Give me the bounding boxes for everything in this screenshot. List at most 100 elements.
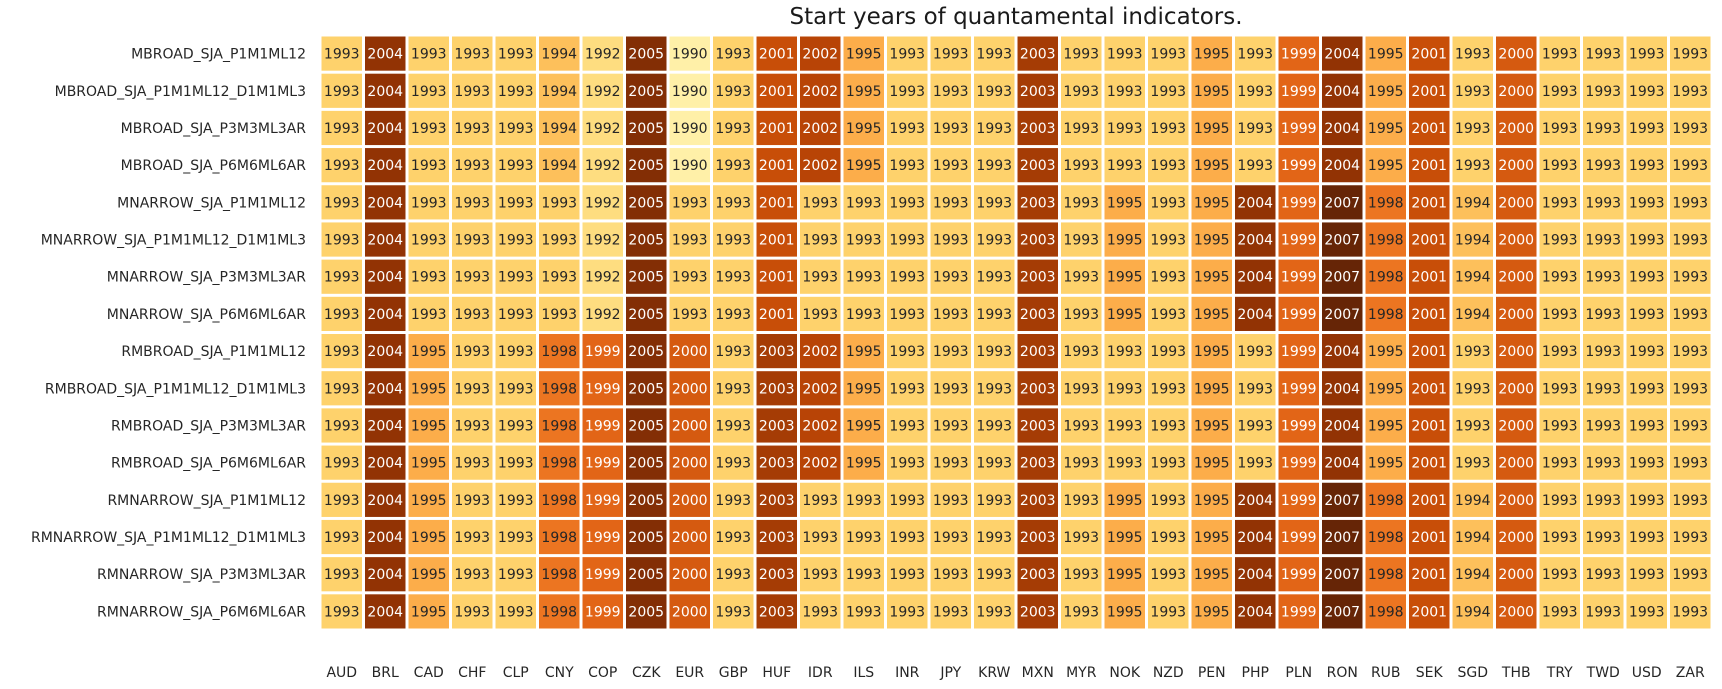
heatmap-cell [626,334,667,369]
heatmap-cell [1365,594,1406,629]
cell-value-label: 1995 [1368,381,1404,397]
heatmap-cell [1626,334,1667,369]
cell-value-label: 1993 [715,381,751,397]
cell-value-label: 1993 [1585,604,1621,620]
heatmap-cell [365,557,406,592]
cell-value-label: 2001 [1411,195,1447,211]
cell-value-label: 2003 [759,530,795,546]
heatmap-cell [1496,519,1537,555]
heatmap-cell [1104,259,1145,294]
heatmap-cell [1452,557,1493,592]
cell-value-label: 1999 [585,418,621,434]
cell-value-label: 2004 [367,530,403,546]
heatmap-cell [1104,371,1145,406]
cell-value-label: 1998 [1368,493,1404,509]
cell-value-label: 1993 [933,604,969,620]
heatmap-cell [1539,296,1580,331]
cell-value-label: 1995 [1194,158,1230,174]
row-label: MBROAD_SJA_P3M3ML3AR [121,121,307,137]
cell-value-label: 1993 [324,567,360,583]
heatmap-cell [1583,148,1624,183]
cell-value-label: 2003 [1020,418,1056,434]
heatmap-cell [1017,36,1058,71]
cell-value-label: 1993 [1629,270,1665,286]
cell-value-label: 1993 [846,567,882,583]
heatmap-cell [1017,73,1058,108]
cell-value-label: 1993 [1150,344,1186,360]
heatmap-cell [1670,519,1711,555]
heatmap-cell [626,259,667,294]
heatmap-cell [800,445,841,480]
heatmap-cell [974,445,1015,480]
heatmap-cell [713,482,754,517]
heatmap-cell [1452,259,1493,294]
cell-value-label: 1995 [1368,456,1404,472]
cell-value-label: 1993 [933,530,969,546]
heatmap-cell [1539,408,1580,443]
cell-value-label: 1993 [411,307,447,323]
cell-value-label: 1993 [715,195,751,211]
heatmap-cell [974,408,1015,443]
heatmap-cell [1061,519,1102,555]
cell-value-label: 1995 [846,381,882,397]
heatmap-cell [1322,408,1363,443]
heatmap-cell [495,408,536,443]
row-label: RMBROAD_SJA_P1M1ML12_D1M1ML3 [45,381,306,397]
heatmap-cell [669,110,710,146]
cell-value-label: 1993 [933,418,969,434]
heatmap-cell [1670,334,1711,369]
cell-value-label: 1995 [411,493,447,509]
heatmap-cell [887,36,928,71]
column-label: ILS [853,665,874,681]
heatmap-cell [974,482,1015,517]
cell-value-label: 1999 [1281,604,1317,620]
cell-value-label: 1993 [498,121,534,137]
heatmap-cell [452,594,493,629]
cell-value-label: 1993 [1150,270,1186,286]
cell-value-label: 1993 [976,195,1012,211]
heatmap-cell [1496,259,1537,294]
cell-value-label: 1993 [1107,418,1143,434]
heatmap-cell [1061,73,1102,108]
heatmap-cell [887,110,928,146]
heatmap-cell [843,482,884,517]
heatmap-cell [800,148,841,183]
heatmap-cell [539,408,580,443]
cell-value-label: 2001 [1411,233,1447,249]
heatmap-cell [1496,445,1537,480]
cell-value-label: 1993 [1585,567,1621,583]
cell-value-label: 1995 [1107,530,1143,546]
heatmap-cell [1104,185,1145,220]
heatmap-cell [408,296,449,331]
cell-value-label: 1998 [541,567,577,583]
cell-value-label: 1993 [1063,121,1099,137]
row-label: MNARROW_SJA_P1M1ML12 [117,195,306,211]
heatmap-cell [1104,482,1145,517]
cell-value-label: 1993 [846,604,882,620]
heatmap-cell [887,408,928,443]
heatmap-cell [1626,259,1667,294]
cell-value-label: 2004 [1324,84,1360,100]
heatmap-cell [1322,519,1363,555]
heatmap-cell [582,519,623,555]
cell-value-label: 2003 [759,604,795,620]
cell-value-label: 2000 [1498,84,1534,100]
heatmap-cell [887,445,928,480]
cell-value-label: 1993 [976,604,1012,620]
cell-value-label: 2000 [672,604,708,620]
cell-value-label: 2000 [672,530,708,546]
cell-value-label: 1993 [1455,381,1491,397]
cell-value-label: 1995 [846,47,882,63]
cell-value-label: 2004 [1237,604,1273,620]
cell-value-label: 1999 [1281,567,1317,583]
heatmap-cell [800,36,841,71]
heatmap-cell [756,594,797,629]
cell-value-label: 1993 [1542,493,1578,509]
heatmap-cell [1583,110,1624,146]
cell-value-label: 1994 [1455,604,1491,620]
heatmap-cell [1235,296,1276,331]
heatmap-cell [626,185,667,220]
cell-value-label: 1993 [1237,158,1273,174]
cell-value-label: 1993 [1585,47,1621,63]
heatmap-cell [800,73,841,108]
